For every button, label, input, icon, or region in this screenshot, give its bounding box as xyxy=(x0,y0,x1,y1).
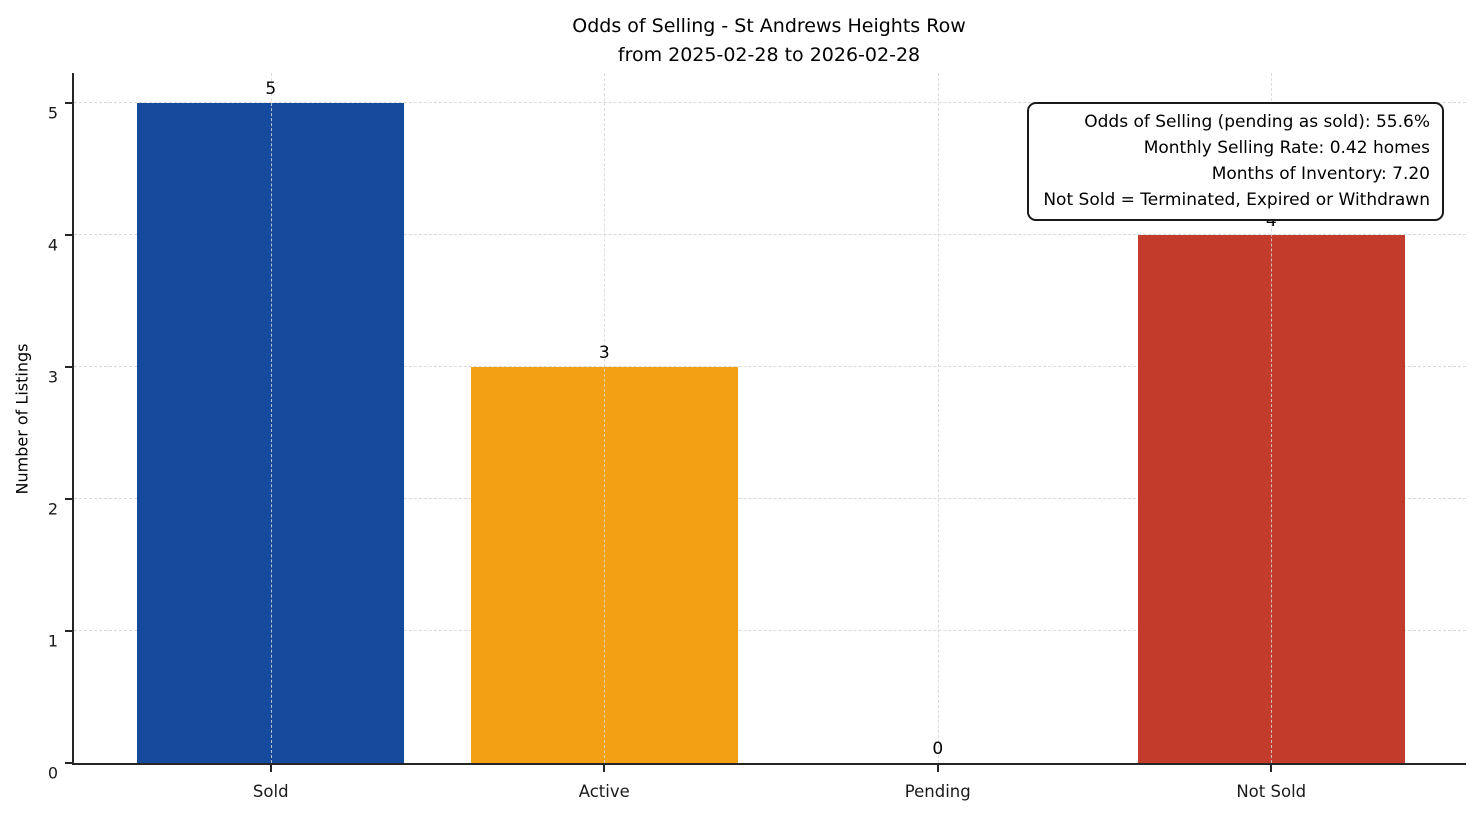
x-tick-label: Sold xyxy=(252,782,289,801)
vertical-gridline xyxy=(937,73,939,763)
y-tick-label: 5 xyxy=(47,103,58,123)
stat-not-sold-definition: Not Sold = Terminated, Expired or Withdr… xyxy=(1043,190,1430,210)
bar-value-label: 3 xyxy=(598,342,610,363)
y-tick-label: 4 xyxy=(47,235,58,255)
stat-odds-of-selling: Odds of Selling (pending as sold): 55.6% xyxy=(1084,112,1430,132)
y-tick-label: 3 xyxy=(47,367,58,387)
vertical-gridline xyxy=(1271,73,1273,763)
x-axis-tick xyxy=(1270,765,1273,772)
x-axis-tick xyxy=(269,765,272,772)
vertical-gridline xyxy=(270,73,272,763)
y-axis-tick xyxy=(65,762,72,764)
y-tick-label: 0 xyxy=(47,763,58,783)
horizontal-gridline xyxy=(74,497,1466,499)
horizontal-gridline xyxy=(74,365,1466,367)
x-tick-label: Not Sold xyxy=(1236,782,1307,801)
chart-title: Odds of Selling - St Andrews Heights Row… xyxy=(572,12,965,70)
y-axis-tick xyxy=(65,365,72,368)
plot-area: 0123455Sold3Active0Pending4Not Sold xyxy=(48,73,1466,801)
y-axis-tick xyxy=(65,497,72,500)
stat-months-of-inventory: Months of Inventory: 7.20 xyxy=(1211,164,1430,184)
y-axis-tick xyxy=(65,629,72,632)
x-axis-tick xyxy=(936,765,939,772)
bar-not-sold xyxy=(1137,234,1405,763)
y-axis-tick xyxy=(65,233,72,236)
chart-title-line1: Odds of Selling - St Andrews Heights Row xyxy=(572,15,966,37)
y-tick-label: 2 xyxy=(47,499,58,519)
x-tick-label: Active xyxy=(578,782,630,801)
chart-title-line2: from 2025-02-28 to 2026-02-28 xyxy=(617,44,921,66)
horizontal-gridline xyxy=(74,233,1466,235)
bar-value-label: 0 xyxy=(932,739,944,759)
x-axis-tick xyxy=(603,765,606,772)
x-tick-label: Pending xyxy=(904,782,971,801)
stat-monthly-selling-rate: Monthly Selling Rate: 0.42 homes xyxy=(1143,138,1430,158)
horizontal-gridline xyxy=(74,629,1466,631)
vertical-gridline xyxy=(604,73,606,763)
y-tick-label: 1 xyxy=(47,631,58,651)
horizontal-gridline xyxy=(74,101,1466,103)
y-axis-label: Number of Listings xyxy=(12,343,32,495)
y-axis-tick xyxy=(65,101,72,104)
bar-value-label: 5 xyxy=(265,78,277,99)
bar-active xyxy=(470,366,738,763)
stats-annotation-box: Odds of Selling (pending as sold): 55.6%… xyxy=(1027,102,1444,221)
